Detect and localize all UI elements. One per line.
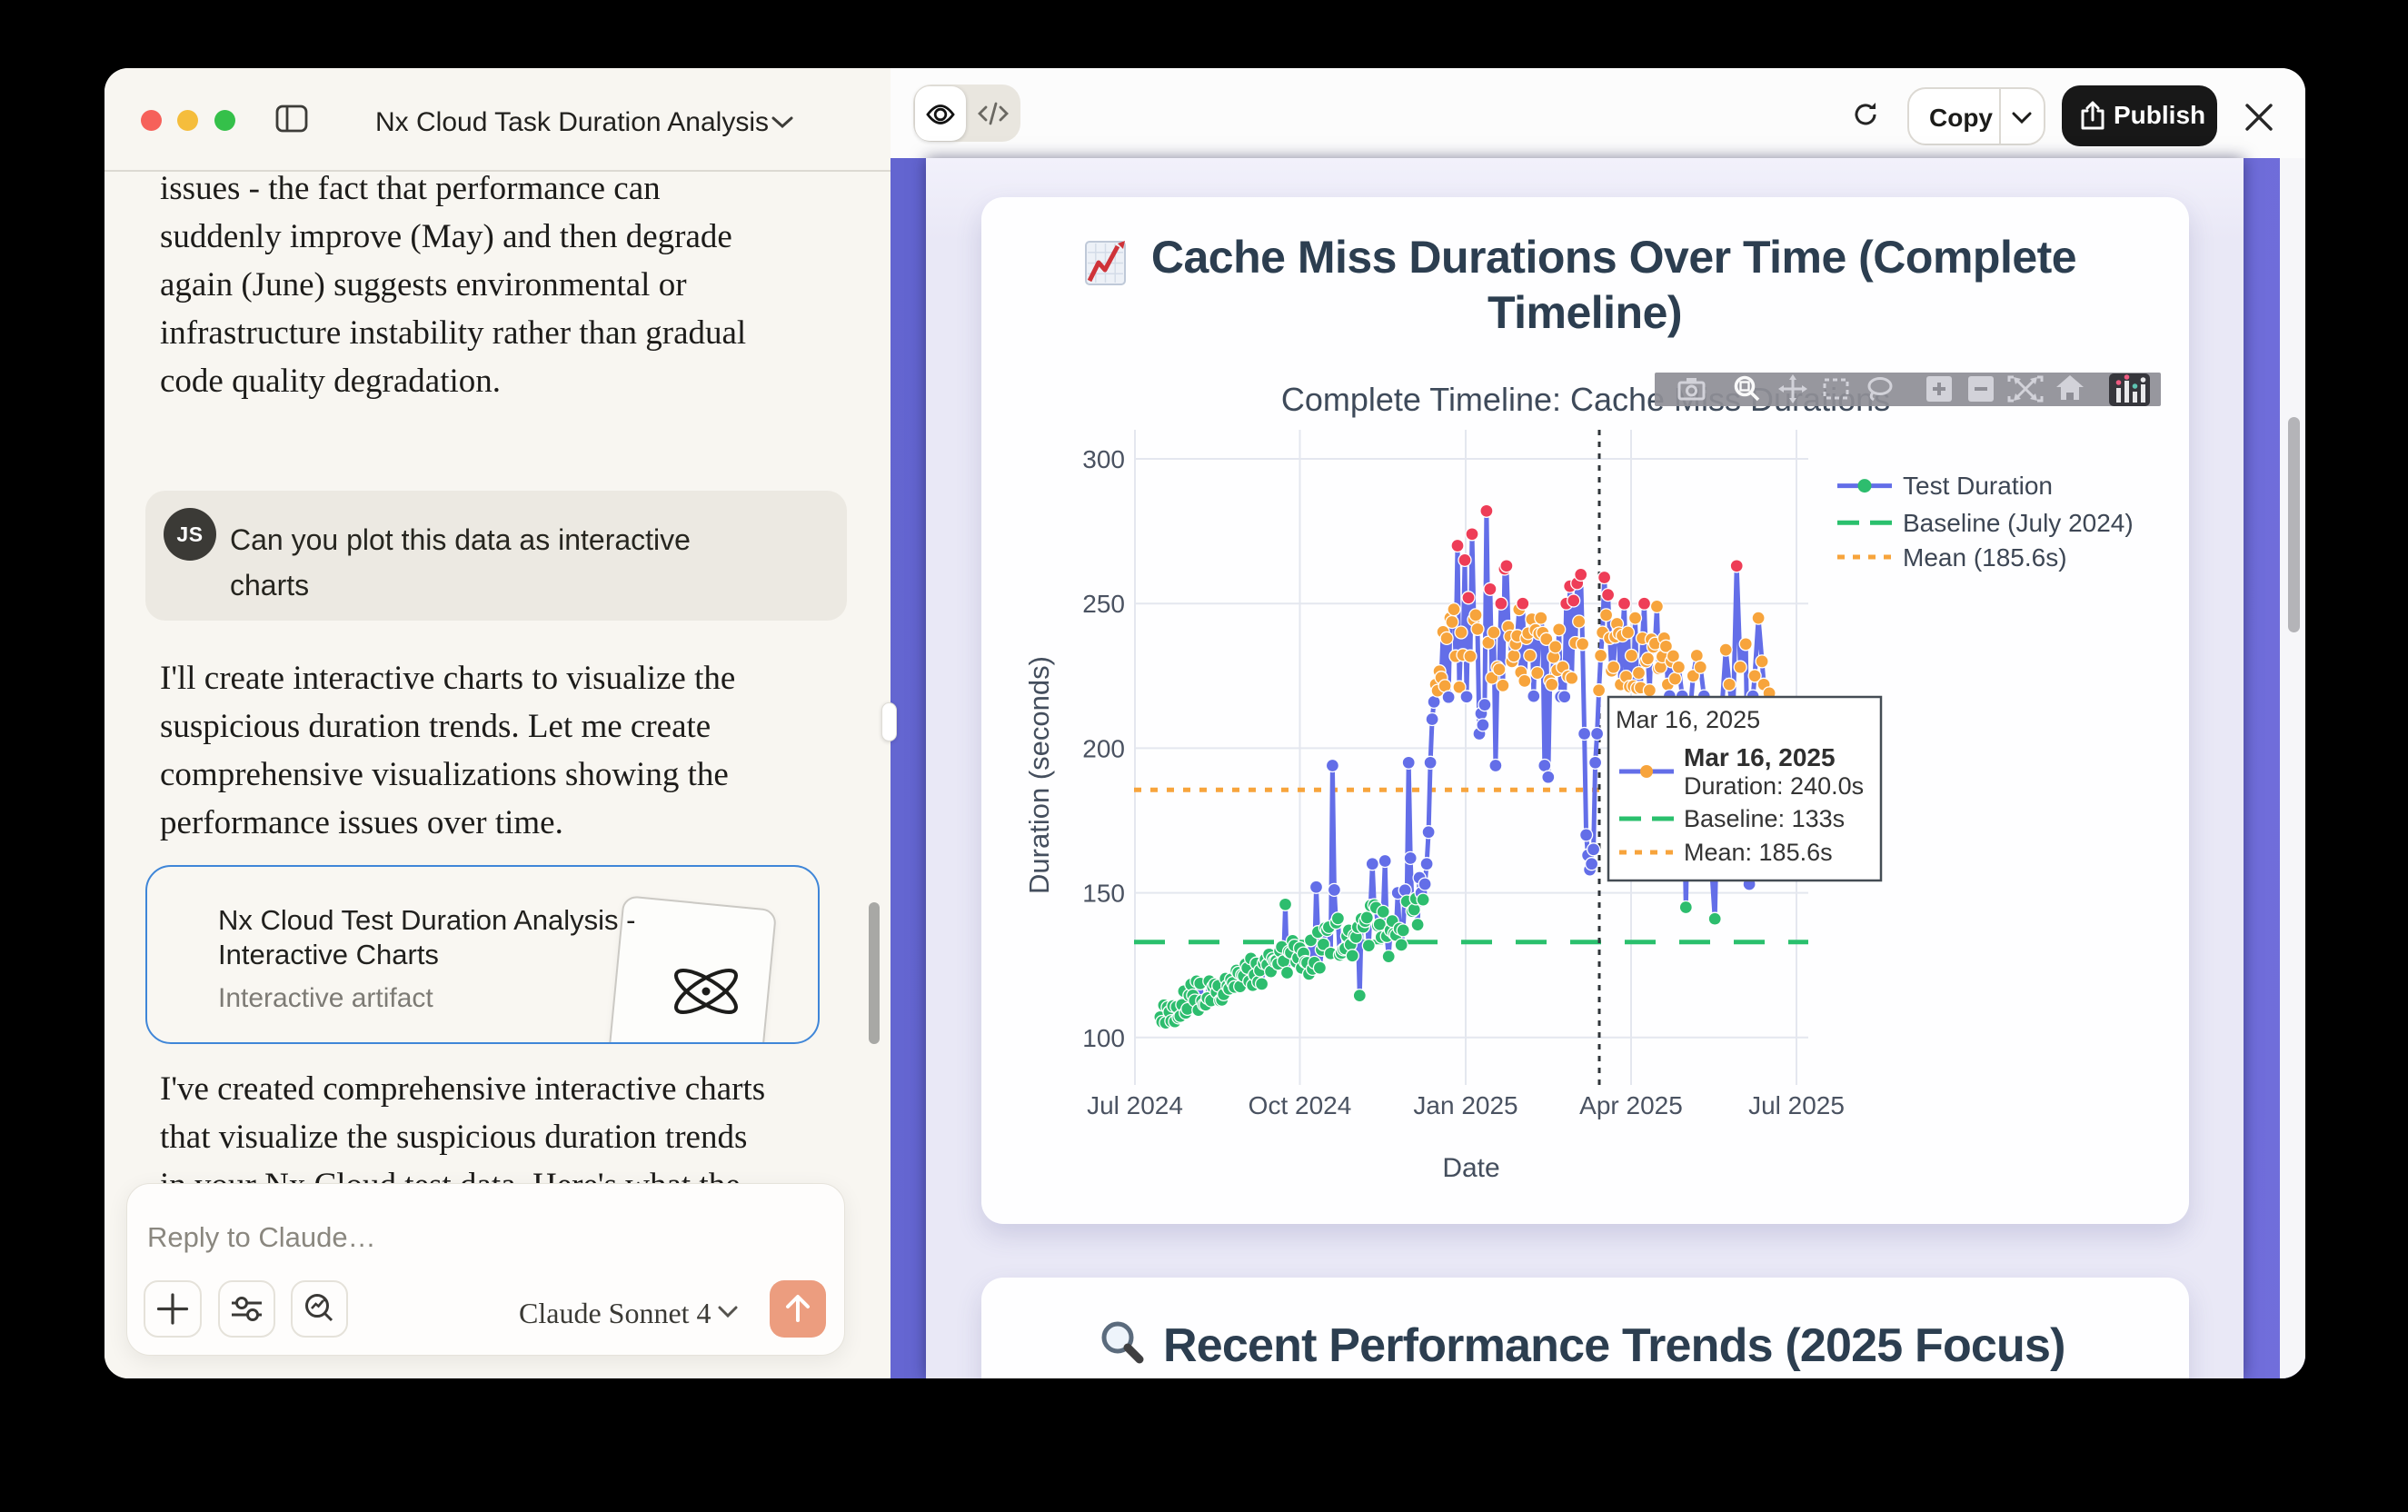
svg-text:Recent Performance Trends (202: Recent Performance Trends (2025 Focus) [1163,1319,2065,1372]
svg-text:100: 100 [1082,1024,1125,1052]
svg-text:200: 200 [1082,734,1125,762]
svg-text:Oct 2024: Oct 2024 [1249,1091,1352,1119]
svg-text:Baseline: 133s: Baseline: 133s [1684,805,1845,832]
svg-text:Timeline): Timeline) [1488,287,1682,338]
svg-text:Duration (seconds): Duration (seconds) [1023,656,1055,894]
svg-text:150: 150 [1082,880,1125,908]
svg-text:250: 250 [1082,590,1125,618]
svg-text:Jan 2025: Jan 2025 [1413,1091,1517,1119]
svg-text:Mar 16, 2025: Mar 16, 2025 [1616,706,1760,733]
svg-text:Test Duration: Test Duration [1903,472,2053,500]
svg-text:Jul 2024: Jul 2024 [1087,1091,1183,1119]
svg-text:Mar 16, 2025: Mar 16, 2025 [1684,743,1836,771]
svg-text:Cache Miss Durations Over Time: Cache Miss Durations Over Time (Complete [1151,232,2076,283]
svg-text:Date: Date [1442,1153,1499,1183]
svg-text:Mean: 185.6s: Mean: 185.6s [1684,839,1833,866]
svg-text:Mean (185.6s): Mean (185.6s) [1903,543,2067,572]
svg-text:Jul 2025: Jul 2025 [1748,1091,1845,1119]
svg-text:300: 300 [1082,445,1125,473]
svg-text:Apr 2025: Apr 2025 [1579,1091,1683,1119]
svg-text:Duration: 240.0s: Duration: 240.0s [1684,772,1864,800]
svg-text:Baseline (July 2024): Baseline (July 2024) [1903,509,2134,537]
